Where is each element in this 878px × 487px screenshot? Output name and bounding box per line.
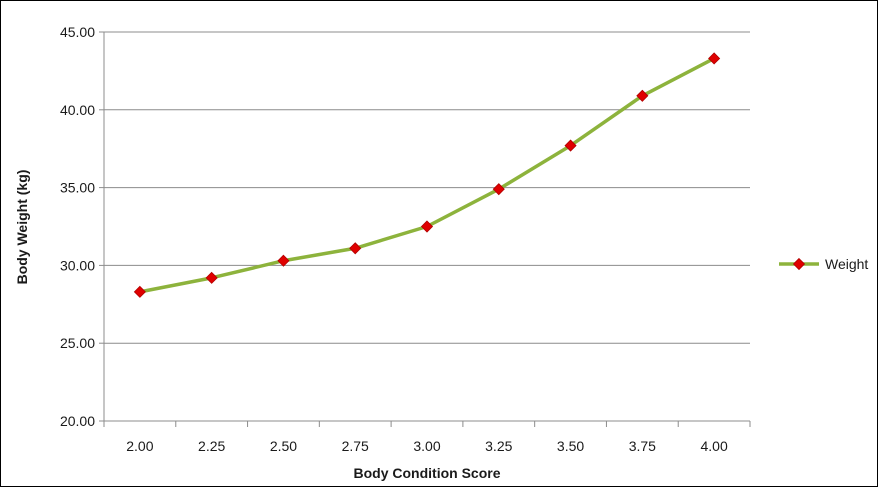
data-point-diamond: [564, 139, 577, 152]
x-tick-label: 3.00: [413, 438, 440, 454]
legend-diamond-marker: [792, 257, 806, 271]
series-line-weight: [138, 56, 716, 294]
gridlines: [104, 31, 750, 344]
x-tick-label: 2.00: [126, 438, 153, 454]
data-point-diamond: [349, 242, 362, 255]
y-axis-title: Body Weight (kg): [14, 170, 30, 285]
data-point-diamond: [708, 52, 721, 65]
data-point-diamond: [420, 220, 434, 233]
x-axis-title: Body Condition Score: [354, 465, 501, 481]
x-tick-label: 2.25: [198, 438, 225, 454]
series: [138, 56, 716, 294]
y-tick-label: 35.00: [60, 180, 95, 196]
legend: Weight: [779, 256, 868, 272]
y-tick-label: 40.00: [60, 102, 95, 118]
x-tick-label: 2.50: [270, 438, 297, 454]
y-tick-label: 45.00: [60, 24, 95, 40]
y-tick-label: 30.00: [60, 257, 95, 273]
x-tick-label: 3.75: [629, 438, 656, 454]
x-tick-label: 3.25: [485, 438, 512, 454]
data-point-diamond: [277, 254, 290, 267]
x-tick-label: 2.75: [342, 438, 369, 454]
data-point-diamond: [492, 183, 505, 196]
data-point-diamond: [636, 89, 649, 102]
data-point-diamond: [133, 285, 146, 298]
axes: [99, 31, 751, 427]
x-tick-label: 3.50: [557, 438, 584, 454]
y-tick-labels: 20.00 25.00 30.00 35.00 40.00 45.00: [60, 24, 95, 429]
y-tick-label: 25.00: [60, 335, 95, 351]
legend-label: Weight: [825, 256, 868, 272]
y-tick-label: 20.00: [60, 413, 95, 429]
data-markers: [133, 52, 721, 298]
data-point-diamond: [205, 271, 218, 284]
x-tick-label: 4.00: [700, 438, 727, 454]
x-tick-labels: 2.00 2.25 2.50 2.75 3.00 3.25 3.50 3.75 4.00: [126, 438, 728, 454]
